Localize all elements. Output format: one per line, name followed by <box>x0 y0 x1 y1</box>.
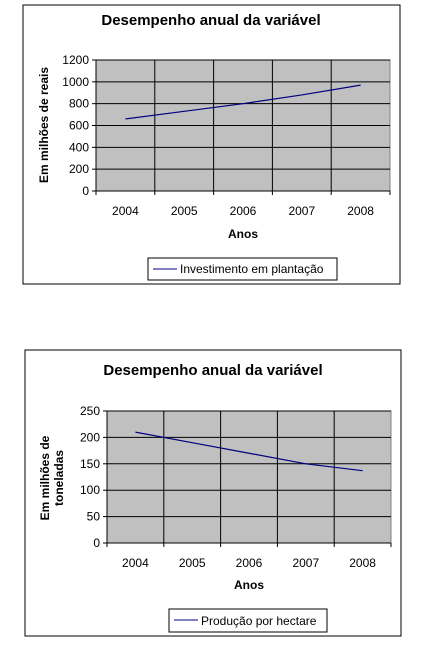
chart-2-y-axis-title-line-2: toneladas <box>52 450 66 506</box>
chart-2: Desempenho anual da variável 0 50 100 150 20… <box>24 349 402 637</box>
chart-2-y-axis-title-line-1: Em milhões de <box>38 435 52 520</box>
chart-2-x-tick-label: 2008 <box>349 556 376 570</box>
chart-2-y-tick-label: 150 <box>80 457 100 471</box>
chart-2-y-tick-label: 0 <box>93 536 100 550</box>
chart-1-x-tick-label: 2004 <box>112 204 139 218</box>
chart-2-x-tick-label: 2006 <box>236 556 263 570</box>
chart-2-title: Desempenho anual da variável <box>103 362 322 379</box>
chart-2-legend: Produção por hectare <box>168 608 328 633</box>
chart-2-y-axis-title: Em milhões de toneladas <box>38 435 66 520</box>
chart-1-y-tick-label: 0 <box>82 184 89 198</box>
chart-1-y-tick-label: 800 <box>69 97 89 111</box>
chart-2-y-tick-label: 50 <box>87 510 101 524</box>
chart-1-legend: Investimento em plantação <box>147 257 338 281</box>
chart-1: Desempenho anual da variável 0 200 400 600 8… <box>22 4 401 285</box>
chart-2-plot-area <box>106 410 392 544</box>
chart-2-y-tick-label: 100 <box>80 483 100 497</box>
chart-1-x-axis-title: Anos <box>228 227 258 241</box>
chart-2-x-ticks: 2004 2005 2006 2007 2008 <box>106 411 392 570</box>
chart-1-title: Desempenho anual da variável <box>101 12 320 29</box>
chart-1-y-axis-title: Em milhões de reais <box>37 67 51 183</box>
chart-2-series <box>135 431 363 472</box>
chart-1-x-tick-label: 2006 <box>230 204 257 218</box>
chart-1-y-tick-label: 200 <box>69 162 89 176</box>
chart-2-x-axis-title: Anos <box>234 578 264 592</box>
chart-1-y-tick-label: 1000 <box>62 75 89 89</box>
chart-1-x-ticks: 2004 2005 2006 2007 2008 <box>95 60 391 218</box>
chart-2-x-tick-label: 2004 <box>122 556 149 570</box>
chart-2-legend-label: Produção por hectare <box>201 614 317 628</box>
chart-2-legend-box <box>168 608 328 633</box>
chart-1-legend-box <box>147 257 338 281</box>
chart-2-x-tick-label: 2005 <box>179 556 206 570</box>
chart-1-x-tick-label: 2008 <box>347 204 374 218</box>
chart-2-gridlines <box>107 410 391 543</box>
chart-2-y-tick-label: 250 <box>80 404 100 418</box>
chart-2-x-tick-label: 2007 <box>292 556 319 570</box>
chart-1-x-tick-label: 2007 <box>288 204 315 218</box>
chart-2-y-ticks: 0 50 100 150 200 250 <box>80 404 107 550</box>
chart-2-y-tick-label: 200 <box>80 430 100 444</box>
chart-1-y-tick-label: 600 <box>69 119 89 133</box>
chart-1-series-line <box>125 84 361 120</box>
chart-2-series-line <box>135 431 363 472</box>
chart-1-x-tick-label: 2005 <box>171 204 198 218</box>
chart-1-y-ticks: 0 200 400 600 800 1000 1200 <box>62 53 96 198</box>
chart-1-legend-label: Investimento em plantação <box>180 262 324 276</box>
chart-1-y-tick-label: 400 <box>69 140 89 154</box>
chart-1-y-tick-label: 1200 <box>62 53 89 67</box>
chart-1-series <box>125 84 361 120</box>
chart-1-gridlines <box>96 59 390 191</box>
